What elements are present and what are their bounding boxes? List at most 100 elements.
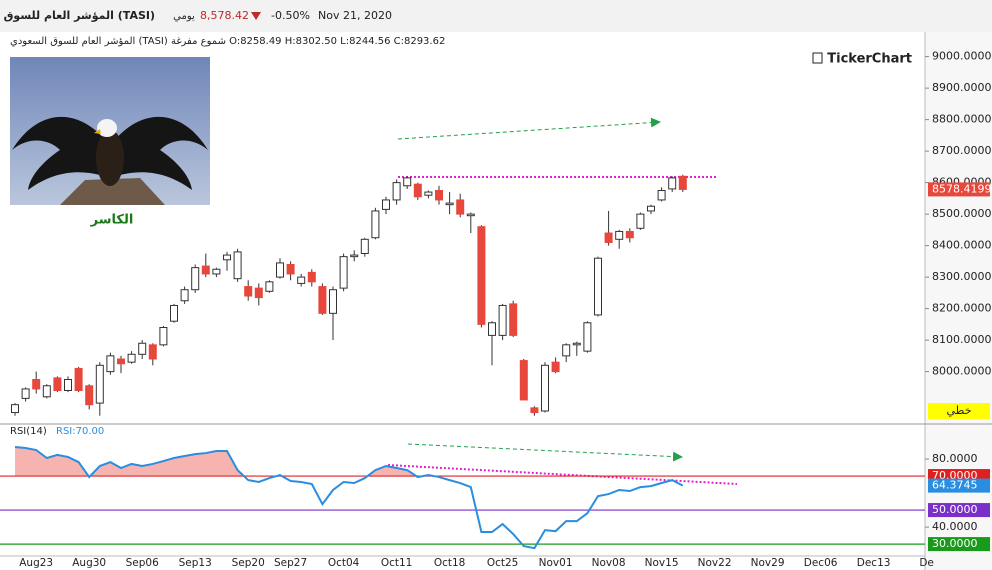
logo: TickerChart xyxy=(827,52,912,67)
image-wing-right xyxy=(115,116,208,190)
candle-body xyxy=(318,286,327,314)
candle-body xyxy=(297,276,306,284)
candle-body xyxy=(32,378,41,390)
candle-body xyxy=(233,251,242,280)
x-tick-label: De xyxy=(919,557,934,569)
overbought-area xyxy=(15,446,434,477)
candle-body xyxy=(435,189,443,201)
image-beak xyxy=(94,129,101,134)
scale-mode[interactable]: خطي xyxy=(947,404,972,417)
candle-body xyxy=(498,304,507,336)
candle-body xyxy=(445,202,454,206)
x-tick-label: Nov15 xyxy=(645,557,679,569)
candle-body xyxy=(477,226,486,325)
candle-body xyxy=(85,385,94,406)
candle-body xyxy=(21,388,30,399)
rsi-subtitle: RSI:70.00 xyxy=(56,426,104,437)
y-tick-label: 8800.0000 xyxy=(932,113,992,126)
level-box xyxy=(928,537,990,552)
candle-body xyxy=(265,281,274,292)
header-bar xyxy=(0,0,992,32)
y-tick-label: 8300.0000 xyxy=(932,270,992,283)
candle-body xyxy=(329,289,337,314)
level-box xyxy=(928,503,990,518)
candle-body xyxy=(74,367,83,392)
candle-body xyxy=(488,322,496,336)
image-rock xyxy=(60,178,165,205)
rsi-line xyxy=(14,445,684,550)
candle-body xyxy=(604,232,613,243)
x-tick-label: Nov01 xyxy=(539,557,573,569)
candle-body xyxy=(148,344,157,360)
y-tick-label: 8100.0000 xyxy=(932,333,992,346)
candle-body xyxy=(138,342,147,355)
current-rsi-box xyxy=(928,478,990,493)
candle-body xyxy=(339,256,348,289)
candle-body xyxy=(180,289,189,302)
candle-body xyxy=(647,205,655,212)
candle-body xyxy=(403,177,412,187)
candle-body xyxy=(572,342,581,346)
rsi-trend-arrow xyxy=(407,443,683,462)
price: 8,578.42 xyxy=(200,9,249,22)
image-body xyxy=(96,130,124,186)
x-tick-label: Sep20 xyxy=(232,557,265,569)
candle-body xyxy=(530,407,539,414)
candle-body xyxy=(64,378,72,392)
y-tick-label: 8500.0000 xyxy=(932,207,992,220)
y-tick-label: 8000.0000 xyxy=(932,365,992,378)
y-tick-label: 8200.0000 xyxy=(932,302,992,315)
candle-body xyxy=(519,360,528,401)
candle-body xyxy=(625,230,634,239)
candle-body xyxy=(159,327,168,346)
candle-body xyxy=(223,254,231,261)
current-price-box xyxy=(928,182,990,197)
candle-body xyxy=(424,191,433,196)
x-tick-label: Nov22 xyxy=(698,557,732,569)
candle-body xyxy=(541,364,549,412)
current-rsi-label: 64.3745 xyxy=(932,479,978,492)
y-tick-label: 8400.0000 xyxy=(932,239,992,252)
down-arrow xyxy=(251,12,261,20)
logo-icon xyxy=(812,52,823,64)
candle-body xyxy=(95,364,104,404)
candle-body xyxy=(244,286,253,297)
candle-body xyxy=(191,267,200,291)
candle-body xyxy=(562,344,571,357)
image-head xyxy=(97,119,117,137)
candle-body xyxy=(276,262,284,278)
y-tick-label: 9000.0000 xyxy=(932,50,992,63)
level-label: 30.0000 xyxy=(932,537,978,550)
candle-body xyxy=(170,304,178,322)
candle-body xyxy=(350,254,359,258)
eagle-image xyxy=(10,57,210,205)
candle-body xyxy=(551,361,560,373)
image-caption: الكاسر xyxy=(90,213,134,228)
candle-body xyxy=(382,199,390,210)
candle-body xyxy=(657,189,666,201)
x-tick-label: Dec06 xyxy=(804,557,838,569)
level-label: 50.0000 xyxy=(932,503,978,516)
date: Nov 21, 2020 xyxy=(318,9,392,22)
candle-body xyxy=(413,183,422,198)
trend-arrow xyxy=(397,117,661,140)
candle-body xyxy=(307,271,316,283)
candle-body xyxy=(583,322,592,352)
candle-body xyxy=(201,265,210,275)
scale-mode-box[interactable] xyxy=(928,403,990,419)
x-tick-label: Sep13 xyxy=(179,557,212,569)
candle-body xyxy=(254,287,263,299)
candle-body xyxy=(466,213,475,217)
candle-body xyxy=(668,177,677,190)
candle-body xyxy=(392,182,401,201)
legend: المؤشر العام للسوق السعودي (TASI) شموع م… xyxy=(10,36,445,47)
y-tick-label: 8900.0000 xyxy=(932,81,992,94)
y-tick-label: 8700.0000 xyxy=(932,144,992,157)
x-tick-label: Oct25 xyxy=(487,557,519,569)
current-price-label: 8578.4199 xyxy=(932,182,992,195)
candle-body xyxy=(106,355,115,373)
x-tick-label: Oct18 xyxy=(434,557,466,569)
image-wing-left xyxy=(12,116,105,190)
candle-body xyxy=(286,264,295,275)
candle-body xyxy=(509,303,518,336)
